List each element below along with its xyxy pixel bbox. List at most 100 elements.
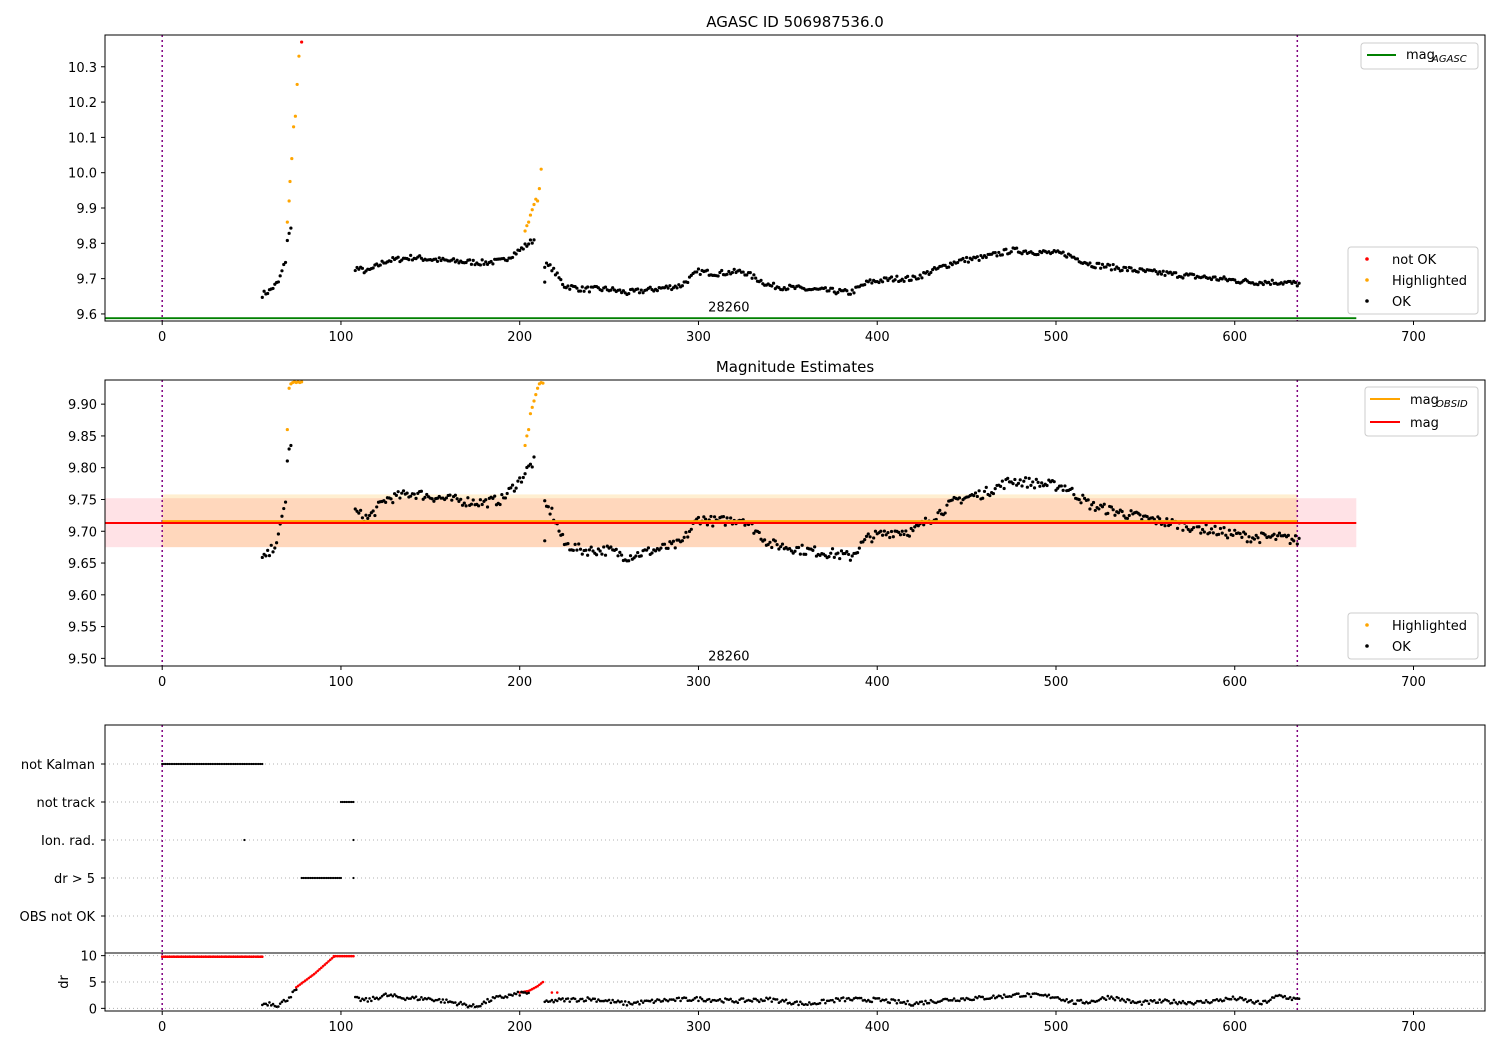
- data-point-ok: [982, 489, 987, 494]
- data-point-highlighted: [537, 186, 541, 191]
- data-point-highlighted: [530, 405, 534, 409]
- dr-point-high: [346, 954, 350, 958]
- data-point-ok: [977, 258, 981, 262]
- dr-point: [870, 1000, 874, 1004]
- data-point-highlighted: [527, 220, 531, 224]
- dr-point: [464, 1003, 468, 1007]
- dr-point: [518, 994, 522, 997]
- data-point-ok: [943, 511, 947, 515]
- dr-point: [1065, 997, 1069, 1001]
- dr-point: [364, 996, 368, 1000]
- data-point-ok: [687, 529, 692, 534]
- data-point-ok: [639, 554, 643, 558]
- data-point-ok: [478, 498, 482, 502]
- dr-point: [470, 1004, 473, 1008]
- data-point-ok: [1015, 246, 1019, 250]
- dr-point: [1229, 997, 1233, 1001]
- data-point-ok: [1238, 532, 1242, 536]
- dr-point-high: [180, 955, 184, 958]
- dr-point: [774, 998, 777, 1001]
- dr-point: [1147, 1002, 1151, 1006]
- data-point-ok: [459, 497, 463, 501]
- data-point-ok: [981, 496, 985, 500]
- data-point-ok: [555, 271, 559, 275]
- data-point-ok: [1208, 531, 1212, 535]
- data-point-ok: [727, 269, 731, 274]
- data-point-ok: [673, 546, 677, 550]
- dr-point: [282, 998, 286, 1002]
- data-point-ok: [1127, 513, 1131, 518]
- data-point-ok: [371, 509, 375, 513]
- flag-point: [198, 762, 201, 766]
- data-point-ok: [659, 546, 663, 550]
- x-tick-label: 200: [507, 675, 532, 690]
- dr-point-high: [302, 980, 305, 984]
- dr-point: [614, 1000, 618, 1004]
- data-point-ok: [1023, 249, 1028, 253]
- data-point-ok: [1065, 255, 1069, 259]
- dr-point: [666, 999, 670, 1003]
- dr-point: [384, 992, 387, 995]
- dr-point: [673, 999, 677, 1003]
- dr-point-high: [243, 955, 246, 958]
- dr-point: [1009, 995, 1013, 998]
- data-point-ok: [705, 268, 710, 272]
- dr-point: [1267, 999, 1271, 1003]
- data-point-ok: [287, 231, 291, 235]
- data-point-ok: [909, 278, 913, 282]
- data-point-ok: [670, 542, 674, 546]
- dr-point-high: [194, 955, 198, 958]
- data-point-ok: [266, 291, 270, 296]
- data-point-ok: [514, 486, 518, 490]
- dr-point: [289, 995, 293, 999]
- dr-point-high: [538, 983, 541, 987]
- dr-point: [781, 998, 784, 1002]
- flag-point: [209, 762, 212, 766]
- flag-point: [229, 762, 232, 766]
- flag-point: [182, 762, 185, 766]
- dr-point: [366, 1000, 370, 1003]
- data-point-ok: [471, 498, 475, 502]
- dr-point: [1253, 1002, 1256, 1005]
- dr-point: [904, 1002, 908, 1006]
- flag-point: [254, 762, 257, 766]
- data-point-ok: [1293, 534, 1298, 538]
- data-point-ok: [566, 284, 570, 288]
- y-tick-label: 9.65: [68, 557, 97, 572]
- dr-point: [679, 999, 682, 1003]
- dr-point: [375, 996, 379, 1000]
- dr-point: [1256, 999, 1260, 1003]
- data-point-ok: [575, 286, 579, 290]
- flag-point: [323, 876, 326, 880]
- data-point-ok: [931, 268, 935, 272]
- flag-point: [316, 876, 319, 880]
- dr-point-high: [257, 955, 261, 958]
- dr-point-high: [261, 955, 264, 958]
- data-point-ok: [827, 555, 831, 559]
- flag-point: [339, 800, 343, 804]
- dr-point: [707, 997, 711, 1001]
- data-point-ok: [963, 259, 967, 264]
- dr-point: [625, 1004, 629, 1007]
- dr-point: [1120, 997, 1124, 1001]
- flag-point: [305, 876, 309, 880]
- data-point-ok: [1152, 517, 1156, 521]
- x-tick-label: 600: [1222, 1020, 1247, 1035]
- data-point-ok: [359, 508, 363, 512]
- dr-point: [552, 1000, 555, 1004]
- data-point-highlighted: [532, 399, 536, 403]
- dr-point-high: [550, 991, 554, 994]
- data-point-ok: [280, 514, 284, 518]
- data-point-ok: [587, 548, 592, 552]
- dr-point: [277, 1005, 280, 1008]
- data-point-ok: [512, 489, 516, 493]
- dr-point-high: [305, 978, 309, 981]
- data-point-ok: [1217, 532, 1221, 536]
- data-point-ok: [1056, 486, 1060, 490]
- data-point-highlighted: [285, 220, 289, 224]
- dr-point: [949, 998, 952, 1002]
- dr-point-high: [171, 955, 175, 958]
- flag-point: [227, 762, 230, 766]
- data-point-ok: [1122, 514, 1126, 518]
- flag-point: [162, 762, 166, 766]
